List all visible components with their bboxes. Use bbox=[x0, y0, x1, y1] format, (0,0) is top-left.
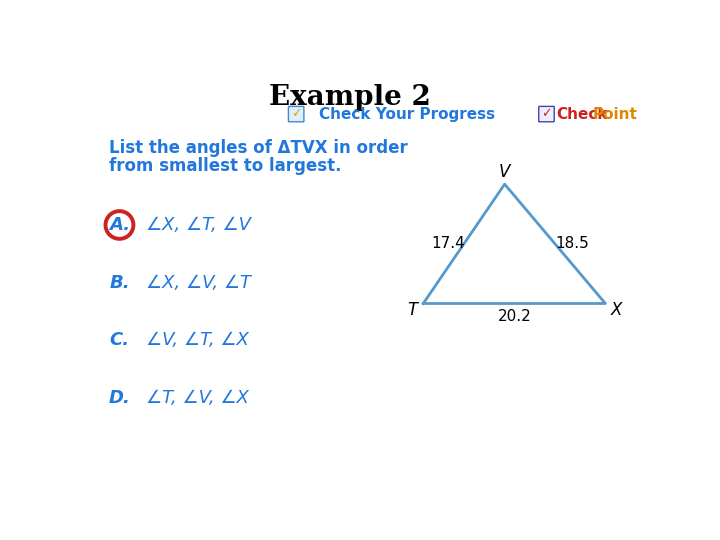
FancyBboxPatch shape bbox=[289, 106, 304, 122]
Text: from smallest to largest.: from smallest to largest. bbox=[109, 158, 342, 176]
Text: ∠V, ∠T, ∠X: ∠V, ∠T, ∠X bbox=[145, 332, 248, 349]
Text: D.: D. bbox=[109, 389, 130, 407]
Text: 18.5: 18.5 bbox=[555, 237, 589, 251]
Text: ✓: ✓ bbox=[541, 107, 552, 120]
Text: ∠T, ∠V, ∠X: ∠T, ∠V, ∠X bbox=[145, 389, 248, 407]
Text: T: T bbox=[408, 301, 418, 319]
Text: Check: Check bbox=[557, 107, 608, 123]
Text: Check Your Progress: Check Your Progress bbox=[319, 107, 495, 123]
FancyBboxPatch shape bbox=[539, 106, 554, 122]
Text: 20.2: 20.2 bbox=[498, 309, 531, 324]
Text: ✓: ✓ bbox=[291, 107, 302, 120]
Text: Point: Point bbox=[593, 107, 637, 123]
Text: C.: C. bbox=[109, 332, 130, 349]
Text: 17.4: 17.4 bbox=[431, 237, 465, 251]
Text: A.: A. bbox=[109, 216, 130, 234]
Text: ∠X, ∠T, ∠V: ∠X, ∠T, ∠V bbox=[145, 216, 251, 234]
Text: List the angles of ΔTVX in order: List the angles of ΔTVX in order bbox=[109, 139, 408, 157]
Text: X: X bbox=[611, 301, 622, 319]
Text: V: V bbox=[499, 163, 510, 181]
Text: B.: B. bbox=[109, 274, 130, 292]
Text: ∠X, ∠V, ∠T: ∠X, ∠V, ∠T bbox=[145, 274, 251, 292]
Text: Example 2: Example 2 bbox=[269, 84, 431, 111]
